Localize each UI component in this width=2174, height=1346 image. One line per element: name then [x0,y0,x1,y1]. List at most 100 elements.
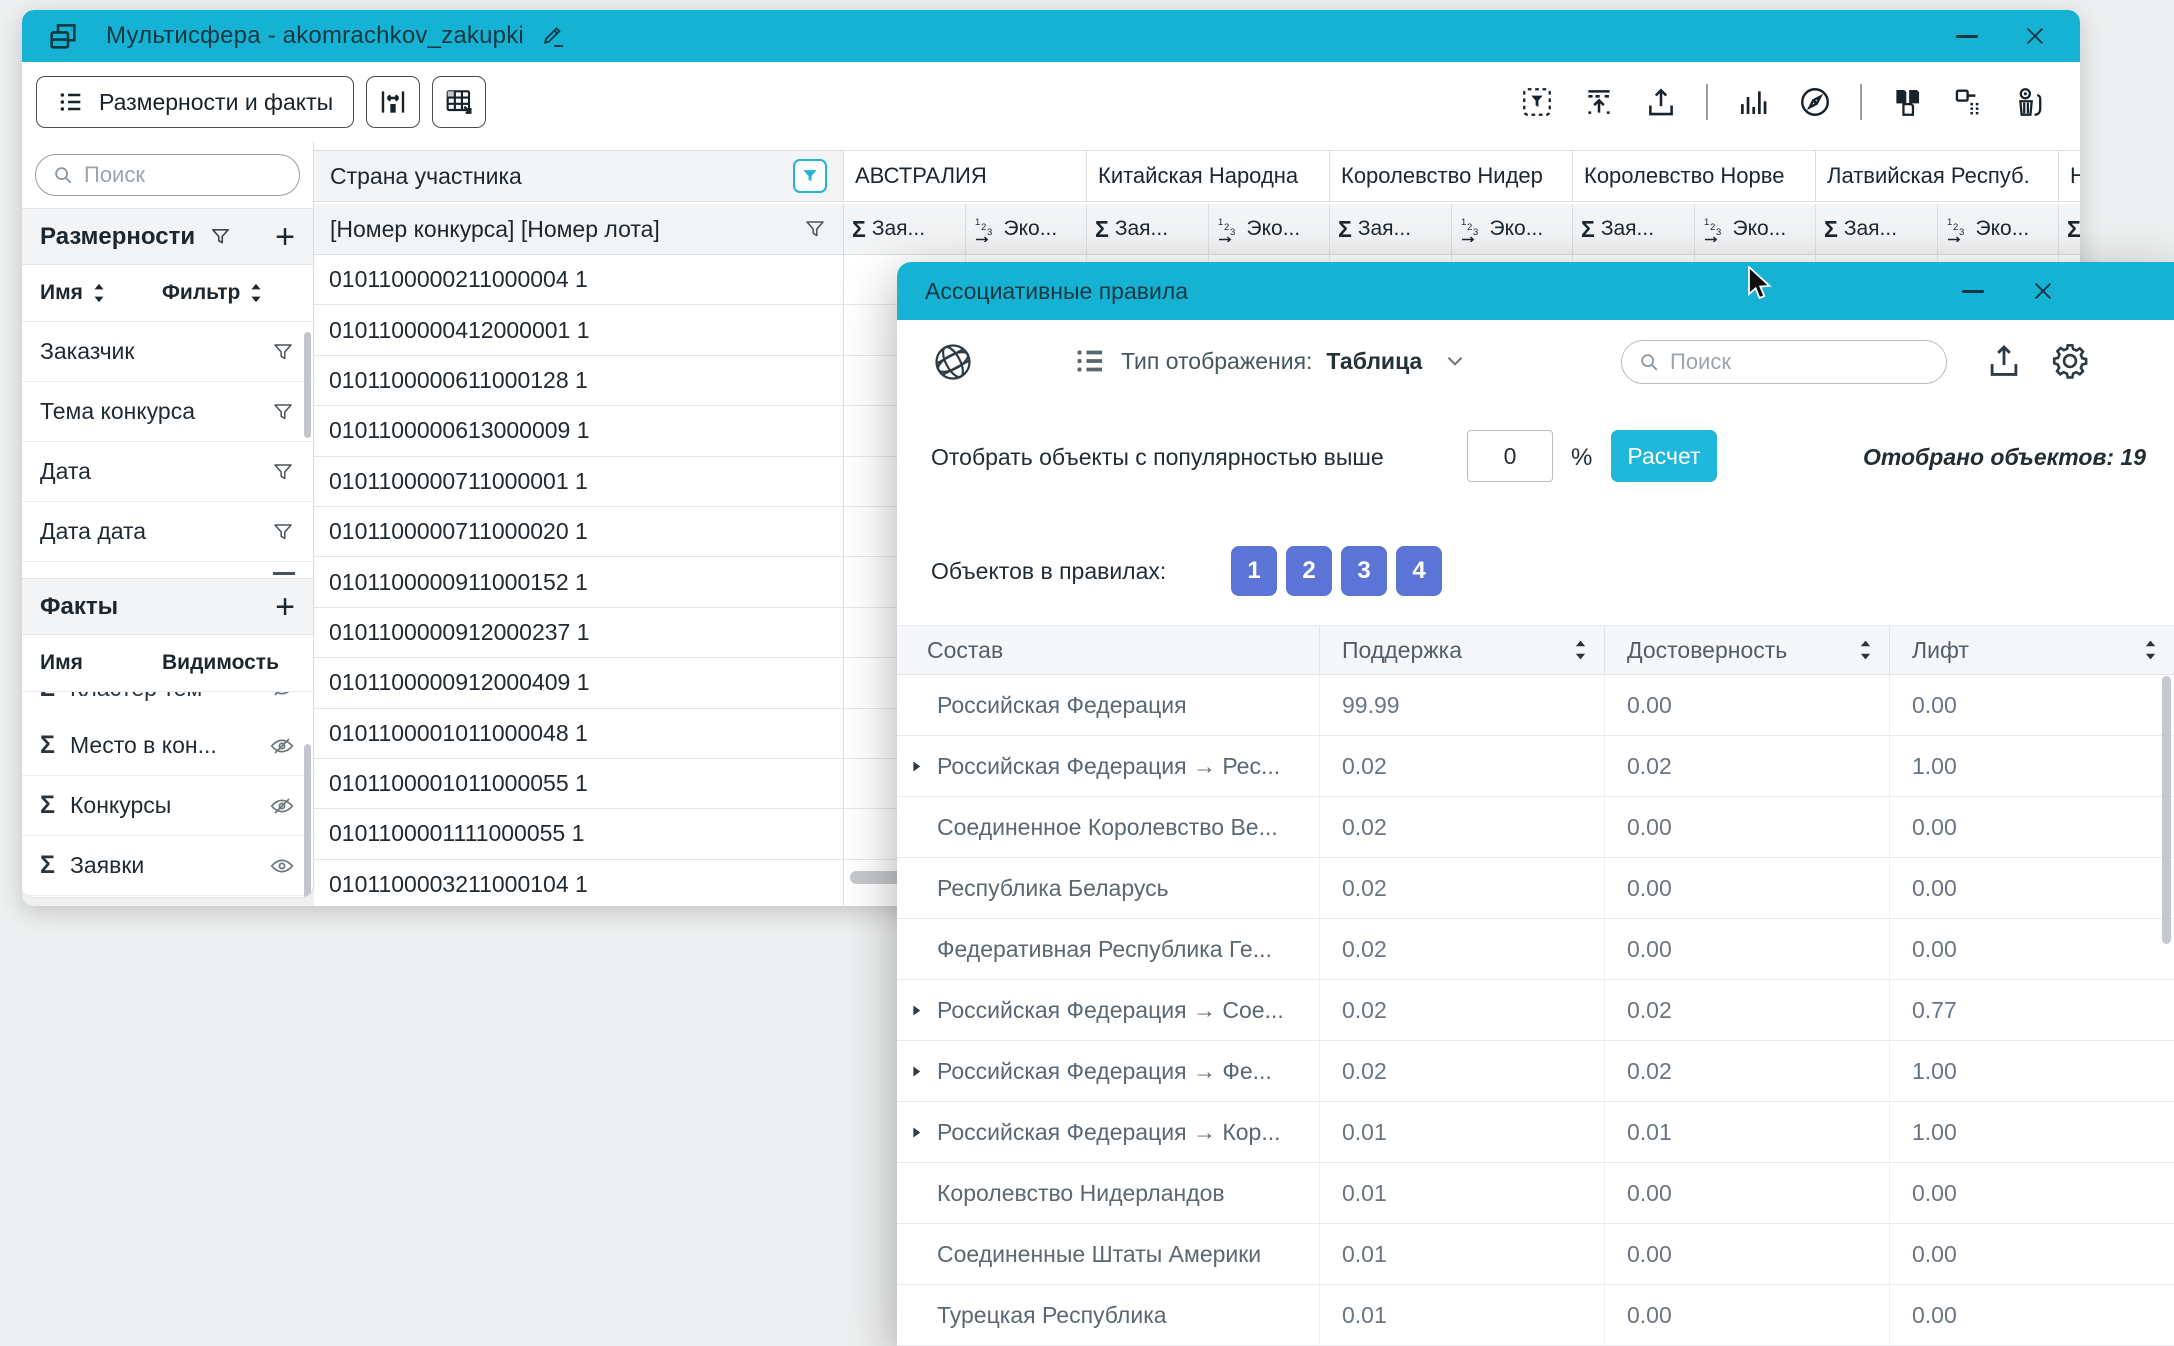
export-icon[interactable] [1644,85,1678,119]
measure-column-header[interactable]: Σ 1 2 3 Зая... [1816,204,1938,255]
country-column-header[interactable]: Королевство Норве [1573,150,1816,202]
fact-item[interactable]: Σ Место в кон... [22,716,313,776]
expand-icon[interactable] [909,1003,924,1018]
dialog-settings-icon[interactable] [2049,340,2091,382]
rule-row[interactable]: Федеративная Республика Ге... 0.02 0.00 … [897,919,2174,980]
measure-column-header[interactable]: 1 2 3 Эко... [1209,204,1331,255]
column-header-sostav[interactable]: Состав [897,626,1320,674]
column-chart-icon[interactable] [1736,85,1770,119]
hidden-items-bin-icon[interactable] [2014,85,2048,119]
rule-row[interactable]: Российская Федерация → Рес... 0.02 0.02 … [897,736,2174,797]
dialog-search-input[interactable] [1670,349,1930,375]
close-button[interactable] [2024,25,2046,47]
fact-item[interactable]: Σ Конкурсы [22,776,313,836]
measure-column-header[interactable]: 1 2 3 Эко... [1452,204,1574,255]
filter-icon[interactable] [271,520,295,544]
expand-icon[interactable] [909,759,924,774]
eye-icon[interactable] [269,853,295,879]
country-column-header[interactable]: Королевство Нидер [1330,150,1573,202]
filter-icon[interactable] [271,400,295,424]
push-up-icon[interactable] [1582,85,1616,119]
facts-scrollbar[interactable] [304,744,311,898]
column-header-lift[interactable]: Лифт [1890,626,2174,674]
display-type-select[interactable]: Тип отображения: Таблица [1073,344,1468,378]
country-column-header[interactable]: АВСТРАЛИЯ [844,150,1087,202]
column-visibility[interactable]: Видимость [162,651,279,675]
calculate-button[interactable]: Расчет [1611,430,1717,482]
dimensions-facts-button[interactable]: Размерности и факты [36,76,354,128]
country-column-header[interactable]: Латвийская Респуб. [1816,150,2059,202]
dimension-item[interactable]: Дата [22,442,313,502]
dimension-item[interactable]: Заказчик [22,322,313,382]
rules-table-scrollbar[interactable] [2162,676,2171,944]
rule-count-button[interactable]: 1 [1231,546,1277,596]
sidebar-search[interactable] [35,154,300,196]
copy-documents-icon[interactable] [1890,85,1924,119]
sort-icon[interactable] [1573,639,1588,661]
measure-column-header[interactable]: 1 2 3 Эко... [1695,204,1817,255]
add-fact-button[interactable]: + [275,590,295,624]
measure-column-header[interactable]: 1 2 3 Эко... [966,204,1088,255]
rule-count-button[interactable]: 3 [1341,546,1387,596]
column-filter[interactable]: Фильтр [162,281,264,305]
dialog-search[interactable] [1621,340,1947,384]
dialog-titlebar[interactable]: Ассоциативные правила [897,262,2174,320]
edit-title-icon[interactable] [540,23,567,50]
measure-column-header[interactable]: Σ 1 2 3 [2059,204,2080,255]
rule-row[interactable]: Российская Федерация 99.99 0.00 0.00 [897,675,2174,736]
dialog-close-button[interactable] [2032,280,2054,302]
dimensions-scrollbar[interactable] [304,332,311,438]
column-name[interactable]: Имя [40,281,162,305]
add-dimension-button[interactable]: + [275,220,295,254]
measure-column-header[interactable]: Σ 1 2 3 Зая... [1573,204,1695,255]
filter-icon[interactable] [271,340,295,364]
rule-count-button[interactable]: 2 [1286,546,1332,596]
column-header-support[interactable]: Поддержка [1320,626,1605,674]
measure-column-header[interactable]: Σ 1 2 3 Зая... [1087,204,1209,255]
row-label-header[interactable]: [Номер конкурса] [Номер лота] [314,204,844,255]
globe-icon[interactable] [931,340,975,384]
rule-row[interactable]: Соединенные Штаты Америки 0.01 0.00 0.00 [897,1224,2174,1285]
filter-icon[interactable] [209,225,232,248]
dialog-minimize-button[interactable] [1962,290,1984,293]
country-column-header[interactable]: Китайская Народна [1087,150,1330,202]
rule-row[interactable]: Соединенное Королевство Ве... 0.02 0.00 … [897,797,2174,858]
fit-columns-button[interactable] [366,76,420,128]
eye-off-icon[interactable] [269,733,295,759]
main-titlebar[interactable]: Мультисфера - akomrachkov_zakupki [22,10,2080,62]
filter-icon[interactable] [803,217,827,241]
row-dimension-header[interactable]: Страна участника [314,150,844,202]
popularity-input[interactable] [1467,430,1553,482]
column-name[interactable]: Имя [40,651,162,675]
compass-icon[interactable] [1798,85,1832,119]
column-header-confidence[interactable]: Достоверность [1605,626,1890,674]
rule-row[interactable]: Королевство Нидерландов 0.01 0.00 0.00 [897,1163,2174,1224]
measure-column-header[interactable]: Σ 1 2 3 Зая... [1330,204,1452,255]
measure-column-header[interactable]: 1 2 3 Эко... [1938,204,2060,255]
measure-column-header[interactable]: Σ 1 2 3 Зая... [844,204,966,255]
eye-off-icon[interactable] [269,692,295,701]
expand-icon[interactable] [909,1064,924,1079]
dialog-export-icon[interactable] [1985,342,2023,380]
filter-icon[interactable] [271,460,295,484]
country-column-header[interactable]: Н [2059,150,2080,202]
rule-row[interactable]: Турецкая Республика 0.01 0.00 0.00 [897,1285,2174,1346]
fact-item[interactable]: Σ Заявки [22,836,313,896]
sort-icon[interactable] [1858,639,1873,661]
dimension-item[interactable]: Тема конкурса [22,382,313,442]
rule-row[interactable]: Российская Федерация → Сое... 0.02 0.02 … [897,980,2174,1041]
dimension-item[interactable]: Дата дата [22,502,313,562]
sort-icon[interactable] [2143,639,2158,661]
minimize-button[interactable] [1956,35,1978,38]
layout-tree-icon[interactable] [1952,85,1986,119]
expand-icon[interactable] [909,1125,924,1140]
active-filter-icon[interactable] [793,159,827,193]
table-grid-button[interactable] [432,76,486,128]
rule-row[interactable]: Российская Федерация → Кор... 0.01 0.01 … [897,1102,2174,1163]
filter-select-icon[interactable] [1520,85,1554,119]
eye-off-icon[interactable] [269,793,295,819]
rule-row[interactable]: Республика Беларусь 0.02 0.00 0.00 [897,858,2174,919]
rule-count-button[interactable]: 4 [1396,546,1442,596]
rule-row[interactable]: Российская Федерация → Фе... 0.02 0.02 1… [897,1041,2174,1102]
sidebar-search-input[interactable] [84,162,283,188]
